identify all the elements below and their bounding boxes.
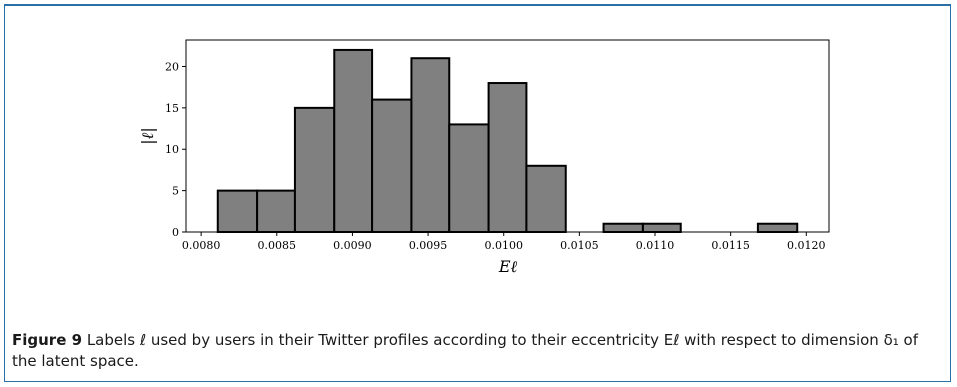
x-tick-label: 0.0095 — [409, 239, 448, 252]
y-tick-label: 10 — [165, 143, 179, 156]
histogram-bar — [487, 82, 528, 233]
caption-lead: Figure 9 — [12, 331, 83, 349]
x-tick-label: 0.0085 — [258, 239, 297, 252]
histogram-bar — [256, 189, 296, 234]
histogram-bar — [410, 57, 451, 234]
x-ticks: 0.0080 0.0085 0.0090 0.0095 0.0100 0.0105 0.01… — [182, 232, 826, 252]
x-tick-label: 0.0090 — [333, 239, 372, 252]
y-tick-label: 15 — [165, 102, 179, 115]
histogram-bar — [525, 164, 567, 233]
x-tick-label: 0.0100 — [484, 239, 523, 252]
y-axis-label: |ℓ| — [138, 127, 157, 144]
histogram-chart: 0.0080 0.0085 0.0090 0.0095 0.0100 0.0105 0.01… — [138, 39, 830, 276]
histogram-bar — [293, 106, 336, 233]
x-tick-label: 0.0120 — [787, 239, 826, 252]
histogram-bar — [641, 222, 682, 233]
histogram-bar — [448, 123, 490, 233]
y-tick-label: 20 — [165, 60, 179, 73]
y-tick-label: 5 — [172, 185, 179, 198]
x-tick-label: 0.0105 — [560, 239, 599, 252]
histogram-bar — [756, 222, 799, 233]
histogram-bar — [333, 48, 374, 234]
histogram-bar — [216, 189, 259, 234]
figure-caption: Figure 9 Labels ℓ used by users in their… — [12, 330, 932, 372]
histogram-bar — [602, 222, 644, 233]
histogram-bar — [371, 98, 413, 233]
caption-text: Labels ℓ used by users in their Twitter … — [12, 331, 918, 370]
x-tick-label: 0.0115 — [711, 239, 750, 252]
y-tick-label: 0 — [172, 226, 179, 239]
x-axis-label: Eℓ — [498, 257, 518, 276]
x-tick-label: 0.0080 — [182, 239, 221, 252]
y-ticks: 0 5 10 15 20 — [165, 60, 186, 239]
x-tick-label: 0.0110 — [636, 239, 675, 252]
bars-group — [216, 48, 799, 234]
